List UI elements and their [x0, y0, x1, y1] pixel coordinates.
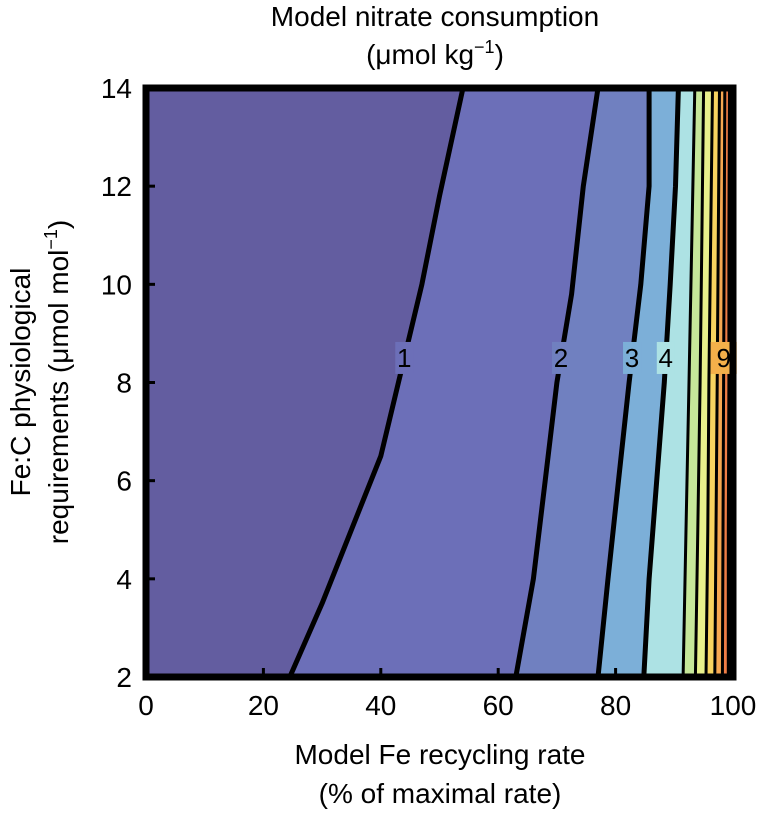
x-axis-ticks: 0 20 40 60 80 100	[138, 668, 756, 721]
y-tick-label: 8	[116, 368, 132, 399]
chart-subtitle-sup: −1	[474, 37, 495, 57]
contour-line-6	[693, 87, 706, 678]
contour-line-8	[713, 87, 721, 678]
y-axis-label-line2-close: )	[43, 220, 74, 229]
x-tick-label: 100	[710, 690, 757, 721]
contour-line-4	[641, 87, 681, 678]
contour-fill-layer	[146, 88, 733, 677]
contour-label-2: 2	[554, 343, 568, 373]
y-tick-label: 4	[116, 564, 132, 595]
contour-band-5	[683, 88, 704, 677]
contour-band-3	[598, 88, 679, 677]
contour-label-1: 1	[397, 343, 411, 373]
contour-line-10	[726, 87, 731, 677]
contour-label-3: 3	[625, 343, 639, 373]
contour-label-4: 4	[659, 343, 673, 373]
chart-subtitle: (μmol kg−1)	[366, 37, 504, 70]
contour-band-7	[706, 88, 720, 677]
y-axis-label-line2: requirements (μmol mol−1)	[41, 220, 74, 545]
contour-band-0	[146, 88, 463, 677]
y-tick-label: 6	[116, 466, 132, 497]
contour-label-bg-1	[395, 341, 414, 374]
contour-line-7	[704, 87, 714, 678]
chart-subtitle-base: (μmol kg	[366, 39, 474, 70]
contour-line-2	[513, 87, 601, 678]
x-axis-label-line1: Model Fe recycling rate	[294, 739, 585, 770]
x-tick-label: 0	[138, 690, 154, 721]
contour-label-bg-2	[551, 341, 570, 374]
y-axis-label: Fe:C physiological requirements (μmol mo…	[5, 220, 74, 545]
y-axis-label-line1: Fe:C physiological	[5, 268, 36, 497]
contour-band-4	[643, 88, 695, 677]
y-tick-label: 10	[101, 269, 132, 300]
x-tick-label: 80	[600, 690, 631, 721]
contour-label-bg-3	[623, 341, 642, 374]
contour-band-2	[515, 88, 650, 677]
y-axis-ticks: 2 4 6 8 10 12 14	[101, 73, 155, 693]
x-axis-label-line2: (% of maximal rate)	[319, 778, 562, 809]
y-tick-label: 2	[116, 662, 132, 693]
contour-line-5	[681, 87, 697, 678]
contour-line-1	[287, 87, 466, 679]
chart-subtitle-close: )	[495, 39, 504, 70]
y-tick-label: 12	[101, 171, 132, 202]
contour-line-9	[720, 87, 727, 678]
x-tick-label: 20	[248, 690, 279, 721]
contour-line-layer	[287, 87, 731, 679]
contour-band-1	[289, 88, 598, 677]
contour-label-bg-4	[656, 341, 675, 374]
y-tick-label: 14	[101, 73, 132, 104]
y-axis-label-line2-base: requirements (μmol mol	[43, 250, 74, 545]
chart-title: Model nitrate consumption	[271, 1, 599, 32]
y-axis-label-line2-sup: −1	[41, 229, 61, 250]
x-tick-label: 60	[483, 690, 514, 721]
contour-line-3	[595, 88, 652, 678]
x-tick-label: 40	[365, 690, 396, 721]
contour-band-6	[695, 88, 713, 677]
contour-label-9: 9	[716, 343, 730, 373]
